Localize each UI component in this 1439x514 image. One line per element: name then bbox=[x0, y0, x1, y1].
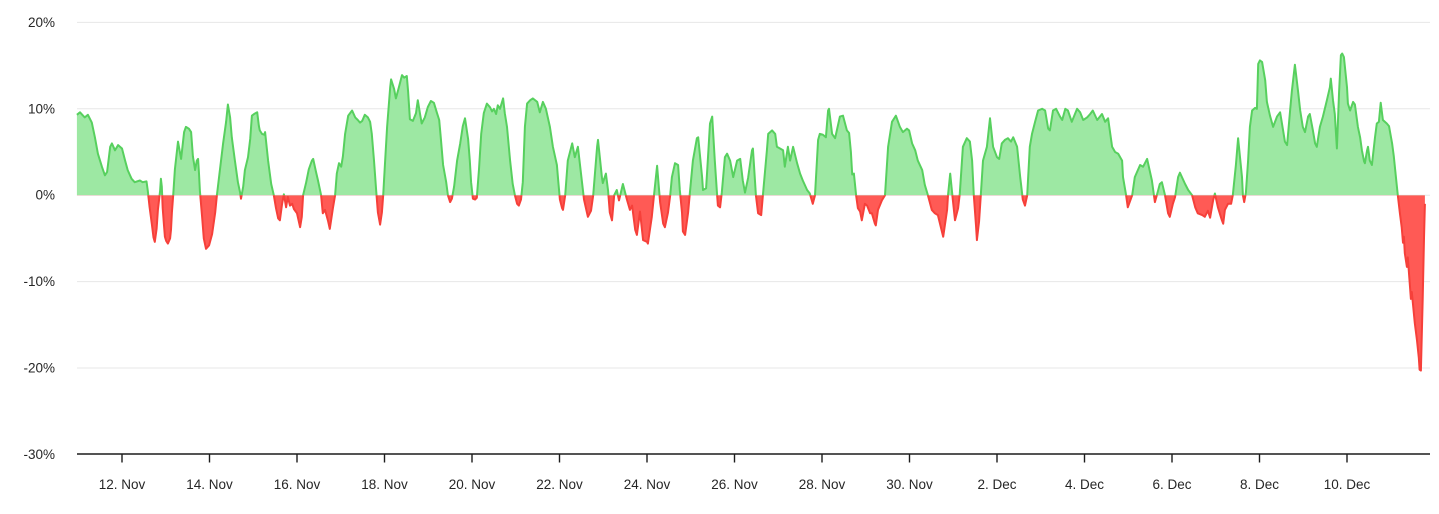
x-tick-label: 12. Nov bbox=[99, 477, 146, 492]
y-tick-label: -20% bbox=[23, 361, 55, 376]
x-tick-label: 8. Dec bbox=[1240, 477, 1279, 492]
x-tick-label: 24. Nov bbox=[624, 477, 671, 492]
x-axis-tick-labels: 12. Nov 14. Nov 16. Nov 18. Nov 20. Nov 22. N… bbox=[99, 477, 1371, 492]
x-tick-label: 28. Nov bbox=[799, 477, 846, 492]
x-axis bbox=[77, 453, 1430, 463]
x-tick-label: 10. Dec bbox=[1324, 477, 1371, 492]
y-tick-label: -10% bbox=[23, 274, 55, 289]
y-tick-label: 10% bbox=[28, 101, 55, 116]
x-tick-label: 6. Dec bbox=[1152, 477, 1191, 492]
y-tick-label: 20% bbox=[28, 15, 55, 30]
x-tick-label: 26. Nov bbox=[711, 477, 758, 492]
x-tick-label: 16. Nov bbox=[274, 477, 321, 492]
x-tick-label: 14. Nov bbox=[186, 477, 233, 492]
y-tick-label: -30% bbox=[23, 447, 55, 462]
y-axis-tick-labels: 20% 10% 0% -10% -20% -30% bbox=[23, 15, 55, 462]
negative-line bbox=[147, 195, 1426, 372]
area-series bbox=[76, 52, 1426, 372]
x-tick-label: 20. Nov bbox=[449, 477, 496, 492]
x-tick-label: 4. Dec bbox=[1065, 477, 1104, 492]
x-tick-label: 2. Dec bbox=[977, 477, 1016, 492]
x-tick-label: 18. Nov bbox=[361, 477, 408, 492]
x-tick-label: 30. Nov bbox=[886, 477, 933, 492]
negative-area bbox=[76, 195, 1425, 371]
x-tick-label: 22. Nov bbox=[536, 477, 583, 492]
y-tick-label: 0% bbox=[35, 188, 55, 203]
